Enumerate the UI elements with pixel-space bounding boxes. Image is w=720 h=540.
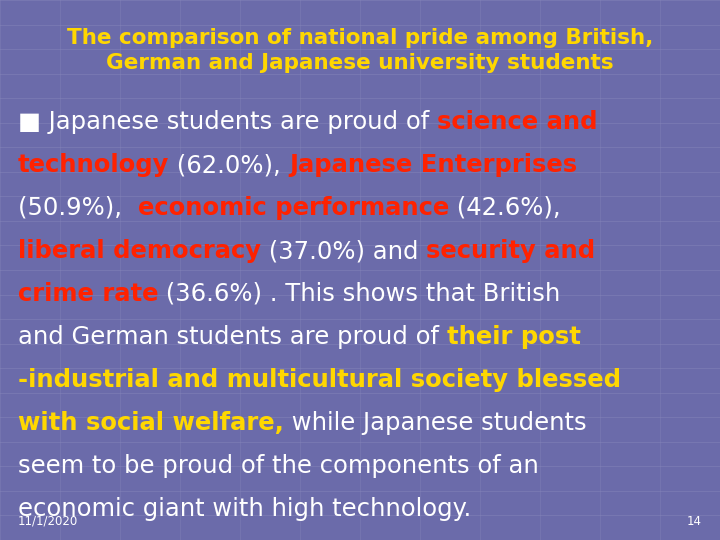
Text: science and: science and [437,110,598,134]
Text: (36.6%) . This shows that British: (36.6%) . This shows that British [158,282,561,306]
Text: (42.6%),: (42.6%), [449,196,560,220]
Text: while Japanese students: while Japanese students [284,411,587,435]
Text: The comparison of national pride among British,
German and Japanese university s: The comparison of national pride among B… [67,28,653,73]
Text: 14: 14 [687,515,702,528]
Text: economic performance: economic performance [138,196,449,220]
Text: economic giant with high technology.: economic giant with high technology. [18,497,472,521]
Text: liberal democracy: liberal democracy [18,239,261,263]
Text: and German students are proud of: and German students are proud of [18,325,446,349]
Text: Japanese Enterprises: Japanese Enterprises [289,153,577,177]
Text: technology: technology [18,153,169,177]
Text: security and: security and [426,239,595,263]
Text: with social welfare,: with social welfare, [18,411,284,435]
Text: -industrial and multicultural society blessed: -industrial and multicultural society bl… [18,368,621,392]
Text: ■ Japanese students are proud of: ■ Japanese students are proud of [18,110,437,134]
Text: crime rate: crime rate [18,282,158,306]
Text: (62.0%),: (62.0%), [169,153,289,177]
Text: seem to be proud of the components of an: seem to be proud of the components of an [18,454,539,478]
Text: (37.0%) and: (37.0%) and [261,239,426,263]
Text: their post: their post [446,325,580,349]
Text: 11/1/2020: 11/1/2020 [18,515,78,528]
Text: (50.9%),: (50.9%), [18,196,138,220]
